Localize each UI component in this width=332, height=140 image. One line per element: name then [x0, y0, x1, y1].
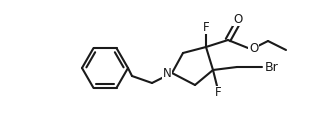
Text: F: F	[203, 20, 209, 33]
Text: F: F	[215, 87, 221, 100]
Text: O: O	[249, 41, 258, 54]
Text: N: N	[163, 66, 171, 80]
Text: O: O	[233, 12, 243, 25]
Text: Br: Br	[265, 60, 279, 74]
